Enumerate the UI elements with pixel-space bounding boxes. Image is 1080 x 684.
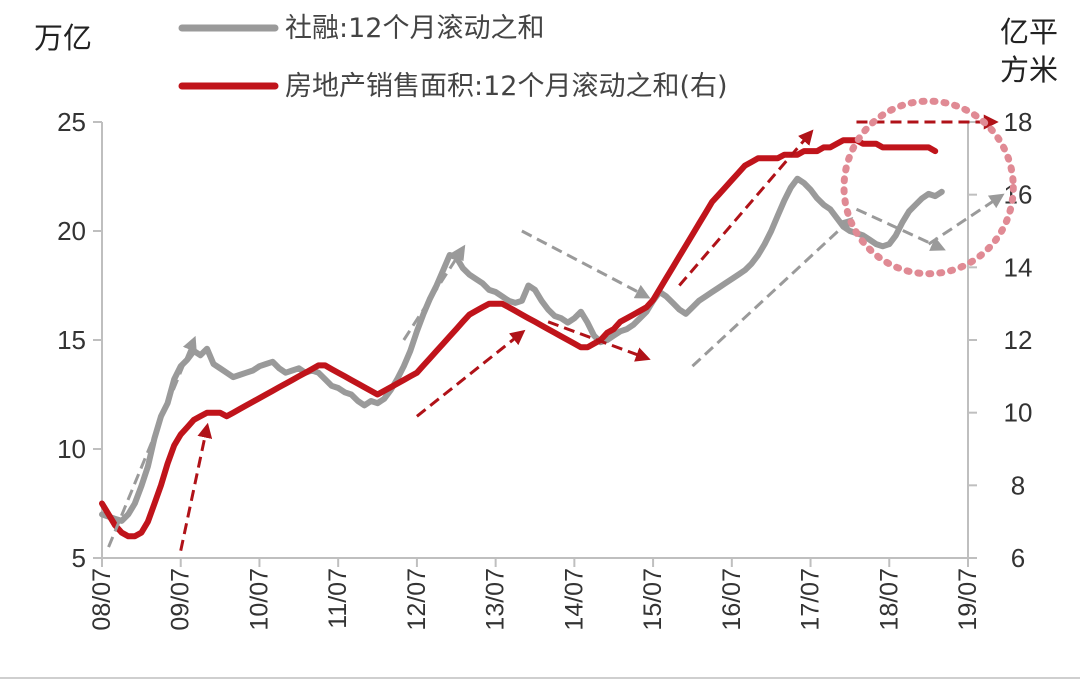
x-tick-label: 08/07 [88, 568, 116, 631]
trend-arrow-red [415, 329, 526, 418]
left-axis-unit: 万亿 [34, 21, 92, 55]
trend-arrows [107, 114, 1005, 552]
trend-arrow-gray [521, 229, 651, 299]
trend-arrow-red [547, 320, 651, 362]
x-tick-label: 13/07 [482, 568, 510, 631]
legend-label-housing: 房地产销售面积:12个月滚动之和(右) [285, 71, 728, 102]
right-tick-label: 14 [1004, 252, 1033, 282]
trend-arrow-red [179, 422, 213, 552]
right-tick-label: 8 [1011, 470, 1025, 500]
trend-arrow-gray [691, 217, 854, 368]
right-axis-ticks: 6 8 10 12 14 16 18 [968, 107, 1032, 573]
x-tick-label: 15/07 [639, 568, 667, 631]
trend-arrow-red [678, 129, 814, 287]
series-line-tsf [99, 175, 945, 524]
left-tick-label: 5 [72, 543, 86, 573]
x-tick-label: 12/07 [403, 568, 431, 631]
right-tick-label: 10 [1004, 398, 1033, 428]
trend-arrow-gray [107, 335, 197, 548]
highlight-layer [840, 97, 1017, 278]
left-tick-label: 20 [57, 216, 86, 246]
left-tick-label: 25 [57, 107, 86, 137]
x-tick-label: 11/07 [324, 568, 352, 629]
x-tick-label: 19/07 [954, 568, 982, 631]
left-tick-label: 15 [57, 325, 86, 355]
right-tick-label: 18 [1004, 107, 1033, 137]
right-axis-unit-line1: 亿平 [1000, 15, 1058, 49]
right-tick-label: 12 [1004, 325, 1033, 355]
trend-arrow-gray [402, 244, 466, 341]
legend-label-tsf: 社融:12个月滚动之和 [285, 13, 544, 44]
left-tick-label: 10 [57, 434, 86, 464]
trend-arrow-gray [927, 193, 1005, 246]
left-axis-ticks: 5 10 15 20 25 [57, 107, 102, 573]
trend-arrow-gray [855, 207, 946, 251]
x-tick-label: 09/07 [167, 568, 195, 631]
x-tick-label: 10/07 [245, 568, 273, 631]
x-tick-label: 14/07 [560, 568, 588, 631]
legend: 社融:12个月滚动之和 房地产销售面积:12个月滚动之和(右) [178, 13, 728, 102]
right-tick-label: 16 [1004, 180, 1033, 210]
x-tick-label: 17/07 [797, 568, 825, 631]
series-layer [99, 137, 945, 540]
axes [101, 122, 969, 559]
x-tick-label: 18/07 [875, 568, 903, 631]
right-tick-label: 6 [1011, 543, 1025, 573]
x-tick-label: 16/07 [718, 568, 746, 631]
highlight-ellipse [840, 97, 1017, 278]
series-line-housing [99, 137, 939, 540]
x-axis-ticks: 08/07 09/07 10/07 11/07 12/07 13/07 14/07 15/07… [88, 558, 982, 631]
right-axis-unit-line2: 方米 [1000, 53, 1058, 87]
